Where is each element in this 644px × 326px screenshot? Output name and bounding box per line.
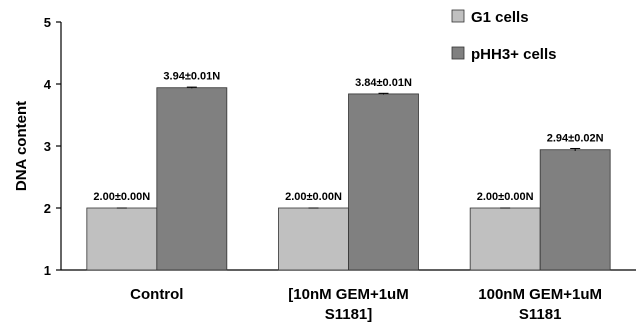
bar (348, 93, 419, 271)
legend-label: G1 cells (471, 9, 529, 26)
data-label: 2.00±0.00N (93, 191, 150, 203)
x-tick-label: 100nM GEM+1uM (478, 286, 602, 303)
x-tick-label: Control (130, 286, 183, 303)
x-tick-label: [10nM GEM+1uM (288, 286, 408, 303)
bar (278, 207, 349, 271)
data-label: 2.00±0.00N (477, 191, 534, 203)
y-tick-label: 3 (44, 139, 51, 154)
bar (86, 207, 158, 271)
x-tick-label: S1181 (519, 306, 562, 323)
data-label: 2.00±0.00N (285, 191, 342, 203)
x-tick-label: S1181] (325, 306, 373, 323)
axes: 1 2 3 4 5 Control [10nM GEM+1uM S1181] 100nM GEM… (44, 15, 636, 323)
data-label: 3.84±0.01N (355, 77, 412, 89)
bars: 2.00±0.00N 3.94±0.01N 2.00±0.00N 3.84±0.01N… (86, 71, 611, 271)
legend-label: pHH3+ cells (471, 46, 556, 63)
y-tick-label: 5 (44, 15, 51, 30)
y-axis-title: DNA content (13, 101, 30, 191)
y-tick-label: 2 (44, 201, 51, 216)
y-tick-label: 1 (44, 263, 51, 278)
legend: G1 cells pHH3+ cells (451, 9, 556, 63)
legend-swatch (451, 9, 465, 23)
data-label: 3.94±0.01N (163, 71, 220, 83)
bar (156, 87, 228, 271)
bar (469, 207, 541, 271)
y-tick-label: 4 (44, 77, 52, 92)
legend-swatch (451, 46, 465, 60)
data-label: 2.94±0.02N (547, 133, 604, 145)
bar (539, 149, 611, 271)
